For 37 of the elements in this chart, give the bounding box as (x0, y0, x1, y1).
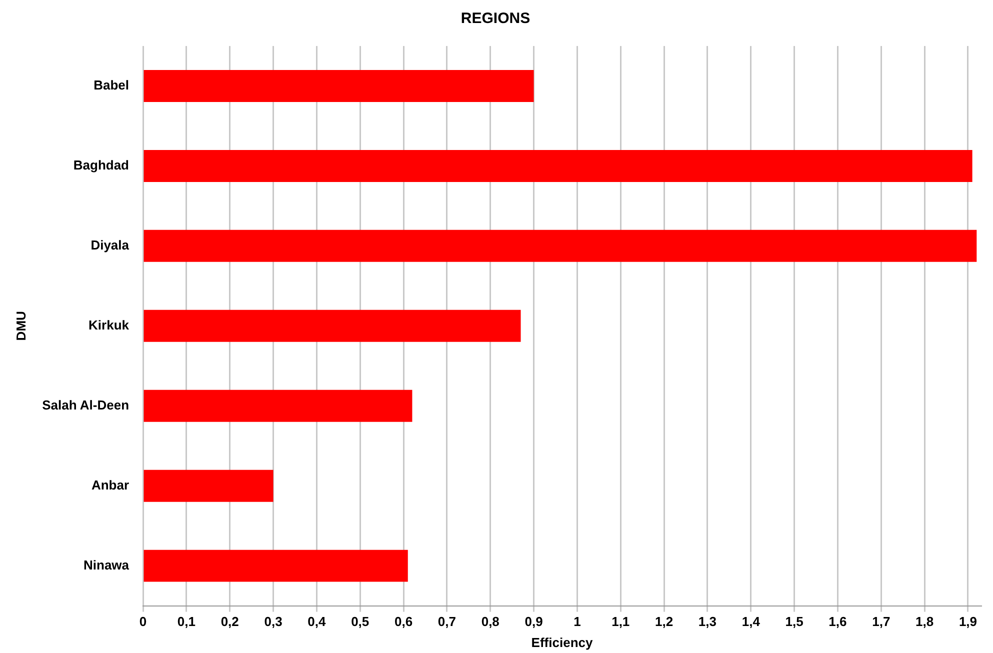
x-tick-label: 0,4 (308, 614, 326, 630)
x-tick-label: 0,9 (524, 614, 543, 630)
bar (144, 550, 408, 582)
x-tick-label: 1,7 (872, 614, 890, 630)
x-tick-label: 0,5 (351, 614, 370, 630)
bar (144, 70, 534, 102)
x-tick-label: 1 (574, 614, 581, 630)
y-tick-label: Diyala (90, 238, 130, 253)
bar (144, 390, 412, 422)
y-tick-label: Anbar (91, 477, 130, 492)
y-axis-title: DMU (13, 311, 28, 341)
y-tick-label: Ninawa (84, 557, 130, 572)
x-tick-label: 0,1 (177, 614, 196, 630)
y-tick-label: Kirkuk (88, 317, 130, 332)
bar (144, 310, 521, 342)
x-tick-label: 0 (139, 614, 147, 630)
x-tick-label: 0,7 (438, 614, 456, 630)
bar (144, 470, 274, 502)
bar (144, 230, 977, 262)
x-tick-label: 1,2 (655, 614, 674, 630)
y-tick-label: Salah Al-Deen (42, 397, 130, 412)
y-tick-label: Babel (94, 78, 130, 93)
x-tick-label: 0,2 (220, 614, 239, 630)
x-tick-label: 1,1 (612, 614, 630, 630)
x-tick-label: 1,8 (916, 614, 934, 630)
bar (144, 150, 972, 182)
x-tick-label: 0,3 (264, 614, 282, 630)
y-tick-label: Baghdad (73, 158, 130, 173)
x-axis-title: Efficiency (531, 634, 594, 650)
x-tick-label: 1,4 (742, 614, 761, 630)
x-tick-label: 1,5 (785, 614, 804, 630)
x-tick-label: 1,9 (958, 614, 978, 630)
x-tick-label: 1,6 (828, 614, 847, 630)
x-tick-label: 1,3 (698, 614, 716, 630)
chart-title: REGIONS (460, 10, 530, 28)
x-tick-label: 0,8 (481, 614, 500, 630)
x-tick-label: 0,6 (394, 614, 413, 630)
